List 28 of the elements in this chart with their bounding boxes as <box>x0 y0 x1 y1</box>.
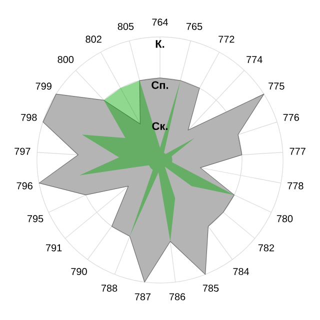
spoke-label: 775 <box>268 82 284 90</box>
spoke-label: 799 <box>36 82 52 90</box>
spoke-label: 776 <box>283 114 299 121</box>
spoke-label: 786 <box>169 293 186 300</box>
spoke-label: 805 <box>118 22 134 30</box>
y-tick-label: Ск. <box>152 122 168 130</box>
spoke-label: 764 <box>152 18 168 26</box>
spoke-label: 774 <box>246 56 262 63</box>
spoke-label: 791 <box>46 244 62 252</box>
spoke-label: 765 <box>186 22 202 30</box>
spoke-label: 787 <box>134 293 151 300</box>
spoke-label: 788 <box>101 284 118 292</box>
spoke-label: 797 <box>14 148 30 155</box>
spoke-label: 780 <box>276 215 293 222</box>
y-tick-label: Сп. <box>152 81 168 89</box>
y-tick-label: К. <box>156 40 164 48</box>
spoke-label: 796 <box>16 182 32 190</box>
spoke-label: 782 <box>258 244 274 252</box>
spoke-label: 798 <box>21 114 37 121</box>
spoke-label: 790 <box>71 268 87 276</box>
spoke-label: 784 <box>233 268 250 276</box>
spoke-label: 777 <box>290 148 306 155</box>
spoke-label: 785 <box>202 284 219 292</box>
spoke-label: 778 <box>288 182 304 190</box>
spoke-label: 800 <box>58 56 74 64</box>
spoke-label: 802 <box>86 36 102 43</box>
spoke-label: 795 <box>27 215 44 222</box>
spoke-label: 772 <box>218 36 234 43</box>
